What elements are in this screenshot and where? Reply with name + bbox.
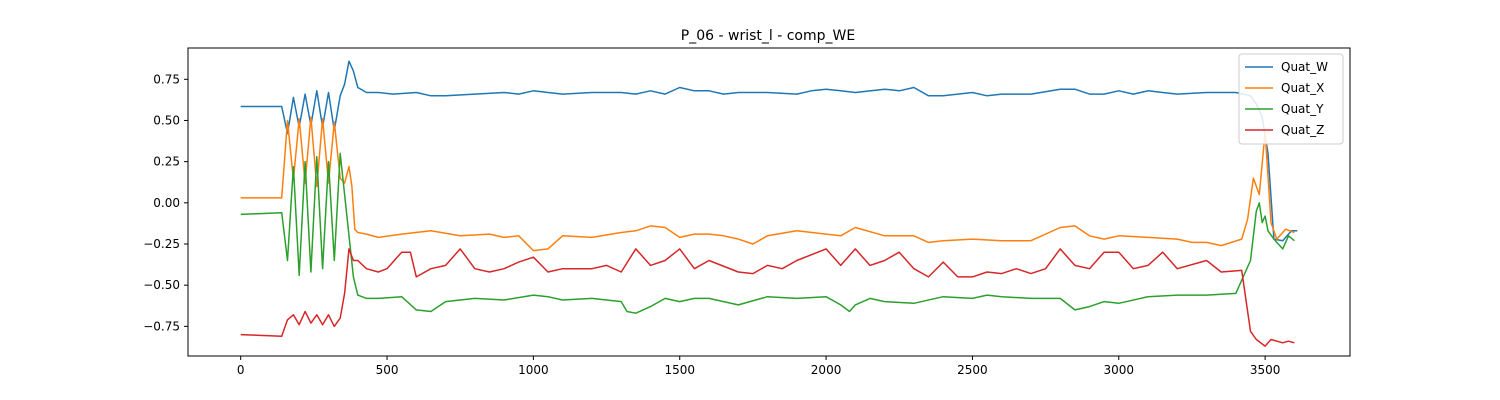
legend-label-quat_w: Quat_W xyxy=(1281,60,1328,74)
y-tick-label: −0.75 xyxy=(143,319,180,333)
y-tick-label: 0.75 xyxy=(153,72,180,86)
legend: Quat_W Quat_X Quat_Y Quat_Z xyxy=(1238,53,1344,145)
y-tick-label: 0.00 xyxy=(153,196,180,210)
x-tick-label: 2000 xyxy=(811,363,842,377)
y-axis: −0.75 −0.50 −0.25 0.00 0.25 0.50 0.75 xyxy=(143,72,188,333)
plot-series xyxy=(240,60,1298,347)
x-tick-label: 2500 xyxy=(957,363,988,377)
axes-frame xyxy=(187,47,1351,357)
x-tick-label: 3500 xyxy=(1250,363,1281,377)
x-tick-label: 3000 xyxy=(1103,363,1134,377)
legend-label-quat_x: Quat_X xyxy=(1281,81,1324,95)
series-line-quat_w xyxy=(240,60,1298,242)
y-tick-label: −0.25 xyxy=(143,237,180,251)
chart-title: P_06 - wrist_l - comp_WE xyxy=(681,28,855,44)
series-line-quat_x xyxy=(240,116,1295,252)
x-tick-label: 500 xyxy=(376,363,399,377)
x-axis: 0 500 1000 1500 2000 2500 3000 3500 xyxy=(237,356,1281,377)
legend-label-quat_y: Quat_Y xyxy=(1281,102,1324,116)
series-line-quat_z xyxy=(240,248,1295,347)
y-tick-label: 0.50 xyxy=(153,113,180,127)
series-line-quat_y xyxy=(240,152,1295,314)
x-tick-label: 1000 xyxy=(518,363,549,377)
legend-label-quat_z: Quat_Z xyxy=(1281,123,1324,137)
x-tick-label: 0 xyxy=(237,363,245,377)
x-tick-label: 1500 xyxy=(664,363,695,377)
y-tick-label: 0.25 xyxy=(153,155,180,169)
y-tick-label: −0.50 xyxy=(143,278,180,292)
legend-box xyxy=(1238,53,1344,145)
